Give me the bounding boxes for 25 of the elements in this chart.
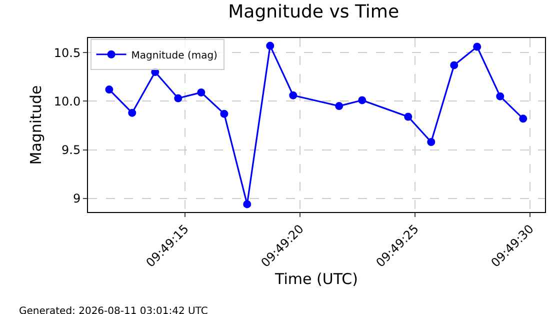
point bbox=[197, 88, 206, 96]
point bbox=[519, 114, 528, 123]
y-tick-label: 10.0 bbox=[54, 94, 81, 108]
point bbox=[496, 92, 504, 100]
text: Generated: 2026-08-11 03:01:42 UTC bbox=[19, 306, 208, 314]
point bbox=[220, 110, 228, 118]
y-tick-label: 10.5 bbox=[54, 46, 81, 60]
point bbox=[450, 61, 458, 70]
y-tick-label: 9.5 bbox=[62, 142, 81, 157]
point bbox=[128, 108, 136, 117]
point bbox=[266, 42, 274, 50]
point bbox=[427, 138, 436, 146]
point bbox=[358, 96, 366, 104]
x-axis-title: Time (UTC) bbox=[274, 270, 358, 288]
point bbox=[243, 200, 252, 208]
point bbox=[289, 91, 298, 100]
point bbox=[174, 94, 182, 102]
legend-label: Magnitude (mag) bbox=[131, 50, 218, 62]
point bbox=[105, 86, 114, 94]
point bbox=[335, 102, 344, 110]
y-axis-title: Magnitude bbox=[27, 85, 46, 165]
y-tick-label: 9 bbox=[72, 192, 81, 206]
point bbox=[473, 42, 482, 51]
point bbox=[404, 112, 412, 121]
chart-title: Magnitude vs Time bbox=[228, 1, 400, 22]
